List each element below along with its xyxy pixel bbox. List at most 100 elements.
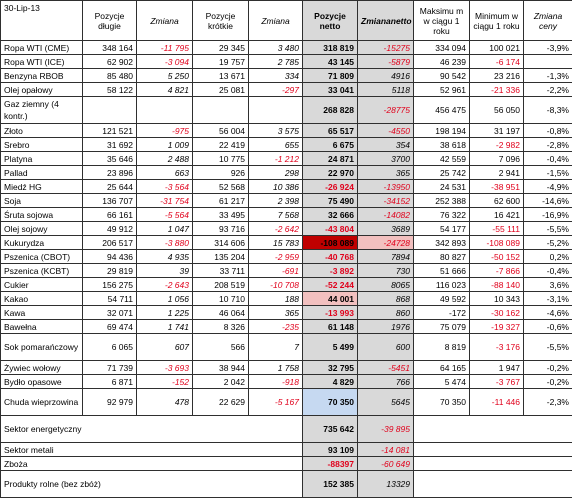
min-1y-cell: 16 421 [470, 208, 524, 222]
net-change-cell: 5645 [358, 389, 414, 416]
long-positions-cell: 31 692 [83, 138, 137, 152]
max-1y-cell: -172 [414, 306, 470, 320]
short-positions-cell: 46 064 [193, 306, 249, 320]
change-short-cell: 334 [249, 69, 303, 83]
net-change-cell: 860 [358, 306, 414, 320]
change-short-cell: -2 959 [249, 250, 303, 264]
net-positions-cell: -108 089 [303, 236, 358, 250]
min-1y-cell: -6 174 [470, 55, 524, 69]
long-positions-cell: 85 480 [83, 69, 137, 83]
long-positions-cell: 92 979 [83, 389, 137, 416]
min-1y-cell: -11 446 [470, 389, 524, 416]
net-positions-cell: 32 795 [303, 361, 358, 375]
min-1y-cell: 1 947 [470, 361, 524, 375]
price-change-cell: -5,5% [524, 334, 572, 361]
short-positions-cell: 93 716 [193, 222, 249, 236]
change-long-cell: -31 754 [137, 194, 193, 208]
min-1y-cell: -3 176 [470, 334, 524, 361]
min-1y-cell: 100 021 [470, 41, 524, 55]
max-1y-cell: 64 165 [414, 361, 470, 375]
max-1y-cell: 52 961 [414, 83, 470, 97]
commodity-name: Żywiec wołowy [1, 361, 83, 375]
max-1y-cell: 75 079 [414, 320, 470, 334]
change-long-cell: -975 [137, 124, 193, 138]
change-long-cell: -11 795 [137, 41, 193, 55]
commodity-name: Olej sojowy [1, 222, 83, 236]
price-change-cell: -8,3% [524, 97, 572, 124]
min-1y-cell: -50 152 [470, 250, 524, 264]
sector-name: Sektor metali [1, 443, 303, 457]
net-positions-cell: -40 768 [303, 250, 358, 264]
price-change-cell: -0,4% [524, 264, 572, 278]
change-long-cell: 607 [137, 334, 193, 361]
short-positions-cell: 566 [193, 334, 249, 361]
max-1y-cell: 342 893 [414, 236, 470, 250]
short-positions-cell: 22 629 [193, 389, 249, 416]
net-positions-cell: 70 350 [303, 389, 358, 416]
commodity-name: Sok pomarańczowy [1, 334, 83, 361]
max-1y-cell: 24 531 [414, 180, 470, 194]
change-long-cell: 1 009 [137, 138, 193, 152]
change-long-cell [137, 97, 193, 124]
sector-name: Zboża [1, 457, 303, 471]
commodity-name: Cukier [1, 278, 83, 292]
max-1y-cell: 116 023 [414, 278, 470, 292]
price-change-cell: -0,4% [524, 152, 572, 166]
change-short-cell: -918 [249, 375, 303, 389]
commodity-name: Ropa WTI (CME) [1, 41, 83, 55]
change-long-cell: -3 094 [137, 55, 193, 69]
long-positions-cell: 156 275 [83, 278, 137, 292]
sector-name: Produkty rolne (bez zbóż) [1, 471, 303, 498]
short-positions-cell: 33 711 [193, 264, 249, 278]
long-positions-cell: 206 517 [83, 236, 137, 250]
price-change-cell: -0,2% [524, 375, 572, 389]
short-positions-cell: 52 568 [193, 180, 249, 194]
min-1y-cell: 10 343 [470, 292, 524, 306]
long-positions-cell: 71 739 [83, 361, 137, 375]
min-1y-cell: 7 096 [470, 152, 524, 166]
price-change-cell: -2,8% [524, 138, 572, 152]
price-change-cell: -3,1% [524, 292, 572, 306]
long-positions-cell: 29 819 [83, 264, 137, 278]
max-1y-cell: 49 592 [414, 292, 470, 306]
net-positions-cell: 65 517 [303, 124, 358, 138]
sector-net-cell: 152 385 [303, 471, 358, 498]
net-positions-cell: 32 666 [303, 208, 358, 222]
max-1y-cell: 8 819 [414, 334, 470, 361]
short-positions-cell: 33 495 [193, 208, 249, 222]
change-long-cell: 4 935 [137, 250, 193, 264]
commodity-name: Złoto [1, 124, 83, 138]
change-short-cell: -10 708 [249, 278, 303, 292]
change-long-cell: 5 250 [137, 69, 193, 83]
commodity-name: Soja [1, 194, 83, 208]
net-positions-cell: -13 993 [303, 306, 358, 320]
net-positions-cell: 24 871 [303, 152, 358, 166]
header-price-change: Zmiana ceny [524, 1, 572, 41]
short-positions-cell: 314 606 [193, 236, 249, 250]
net-positions-cell: 5 499 [303, 334, 358, 361]
header-min-1y: Minimum w ciągu 1 roku [470, 1, 524, 41]
change-long-cell: -3 693 [137, 361, 193, 375]
net-change-cell: -34152 [358, 194, 414, 208]
long-positions-cell: 348 164 [83, 41, 137, 55]
commodity-name: Srebro [1, 138, 83, 152]
net-change-cell: 5118 [358, 83, 414, 97]
change-short-cell: 2 398 [249, 194, 303, 208]
long-positions-cell: 62 902 [83, 55, 137, 69]
long-positions-cell: 94 436 [83, 250, 137, 264]
short-positions-cell: 10 775 [193, 152, 249, 166]
change-short-cell: -5 167 [249, 389, 303, 416]
commodity-name: Kukurydza [1, 236, 83, 250]
change-short-cell: 7 [249, 334, 303, 361]
long-positions-cell: 58 122 [83, 83, 137, 97]
net-change-cell: -24728 [358, 236, 414, 250]
max-1y-cell: 456 475 [414, 97, 470, 124]
price-change-cell: -0,2% [524, 361, 572, 375]
change-long-cell: 478 [137, 389, 193, 416]
sector-empty-cell [414, 416, 572, 443]
min-1y-cell: -30 162 [470, 306, 524, 320]
